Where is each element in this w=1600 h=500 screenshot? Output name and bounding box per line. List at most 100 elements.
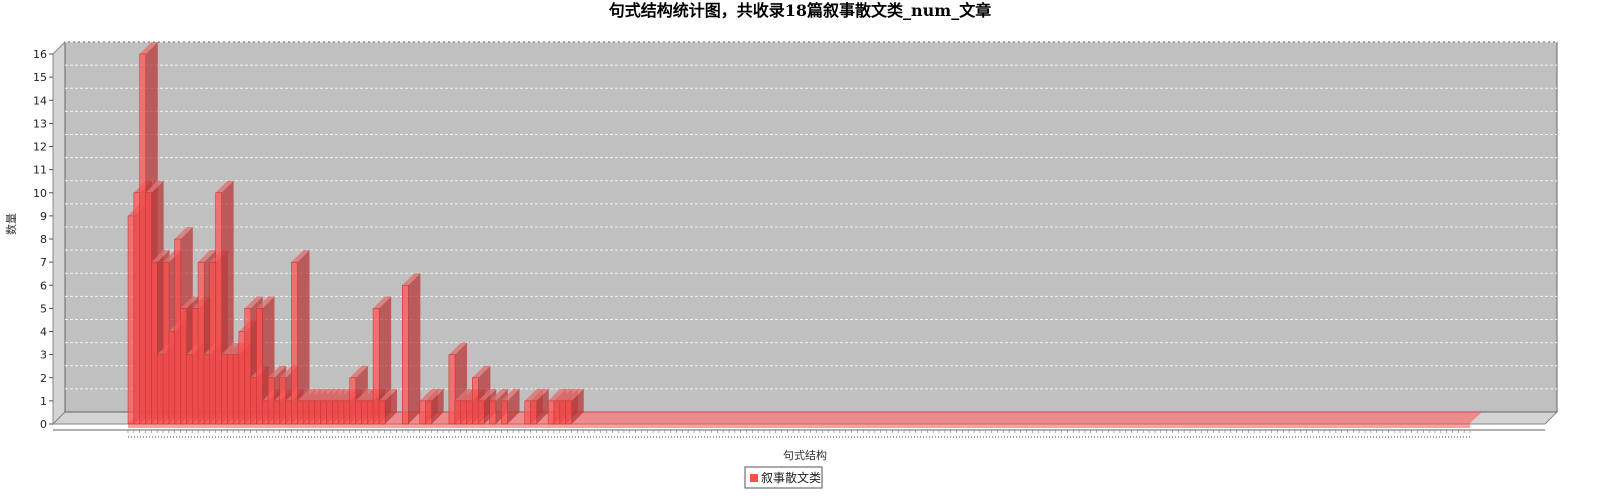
- bar-top: [221, 342, 240, 355]
- bar-front: [226, 354, 234, 425]
- x-axis-label: 句式结构: [783, 448, 827, 462]
- bar-front: [460, 400, 467, 425]
- plot-area: [51, 40, 1559, 426]
- bar-front: [238, 331, 246, 425]
- bar-side: [297, 250, 310, 424]
- y-tick-label: 9: [40, 210, 47, 223]
- bar-top: [308, 388, 328, 401]
- bar-top: [501, 388, 520, 401]
- bar-front: [501, 400, 508, 425]
- bar-top: [303, 388, 322, 401]
- bar-top: [291, 250, 310, 263]
- bar: [425, 388, 444, 425]
- bar-front: [401, 285, 409, 425]
- bar-front: [296, 400, 304, 425]
- y-tick-label: 16: [33, 48, 47, 61]
- bar-top: [553, 388, 573, 401]
- bar-front: [261, 400, 269, 425]
- legend-swatch: [750, 474, 758, 482]
- bar-front: [326, 400, 333, 425]
- bar-front: [477, 400, 485, 425]
- bar-front: [221, 354, 228, 425]
- y-tick-label: 8: [40, 233, 47, 246]
- bar-front: [133, 192, 141, 425]
- bar-side: [408, 273, 421, 424]
- y-tick-label: 6: [40, 279, 47, 292]
- bar-top: [419, 388, 438, 401]
- y-tick-label: 13: [33, 117, 47, 130]
- x-axis: [53, 429, 1545, 438]
- bar-top: [524, 388, 543, 401]
- y-tick-label: 10: [33, 187, 47, 200]
- bar-top: [314, 388, 333, 401]
- bar-front: [273, 400, 281, 425]
- bar-front: [291, 261, 298, 425]
- bar-top: [489, 388, 508, 401]
- bar-front: [285, 400, 292, 425]
- bar-top: [174, 227, 193, 239]
- bar-top: [268, 365, 287, 378]
- bar-top: [530, 388, 549, 401]
- bar-top: [139, 42, 158, 54]
- bar-top: [402, 273, 421, 286]
- bar: [291, 250, 310, 425]
- bar-front: [145, 192, 152, 425]
- bar-front: [530, 400, 537, 425]
- bar-front: [466, 400, 473, 425]
- bar-top: [151, 250, 170, 263]
- y-tick-label: 4: [40, 326, 47, 339]
- bar-top: [180, 296, 199, 309]
- data-bars: [127, 42, 1482, 428]
- bar-front: [314, 400, 322, 425]
- bar-front: [355, 400, 362, 425]
- bar-front: [559, 400, 567, 425]
- bar-front: [250, 377, 257, 425]
- bar-top: [373, 296, 392, 309]
- bar-top: [478, 388, 497, 401]
- bar-front: [156, 354, 164, 425]
- bar-front: [215, 192, 222, 425]
- bar-side: [571, 388, 584, 424]
- bar-front: [320, 400, 327, 425]
- bar-front: [267, 377, 275, 425]
- bar-front: [448, 354, 456, 425]
- bar: [501, 388, 520, 425]
- bar: [401, 273, 421, 425]
- bar-top: [454, 388, 473, 401]
- bar-side: [536, 388, 549, 424]
- bar-front: [547, 400, 555, 425]
- bar-front: [366, 400, 374, 425]
- bar-front: [565, 400, 572, 425]
- bar-top: [559, 388, 578, 401]
- bar-top: [320, 388, 339, 401]
- bar-front: [162, 261, 170, 425]
- bar-front: [180, 308, 187, 425]
- bar-front: [331, 400, 339, 425]
- bar-front: [244, 308, 252, 425]
- grid-lines: [65, 41, 1557, 390]
- bar-front: [524, 400, 532, 425]
- bar-front: [256, 308, 263, 425]
- legend-box: [744, 466, 823, 489]
- bar-front: [419, 400, 427, 425]
- bar-front: [203, 354, 211, 425]
- y-axis-label: 数量: [5, 213, 18, 235]
- bar-top: [215, 180, 234, 193]
- y-tick-label: 11: [33, 164, 47, 177]
- y-tick-label: 2: [40, 372, 47, 385]
- bar-front: [489, 400, 497, 425]
- bar-side: [431, 388, 444, 424]
- bar-front: [279, 377, 287, 425]
- bar-top: [472, 365, 491, 378]
- bar-top: [349, 365, 368, 378]
- bar-front: [174, 238, 182, 425]
- bar-front: [337, 400, 345, 425]
- bar-front: [302, 400, 310, 425]
- bar-side: [385, 388, 398, 424]
- bar-top: [256, 296, 275, 309]
- bar-top: [378, 388, 398, 401]
- bar-front: [454, 400, 462, 425]
- bar-front: [472, 377, 479, 425]
- y-tick-label: 15: [33, 71, 47, 84]
